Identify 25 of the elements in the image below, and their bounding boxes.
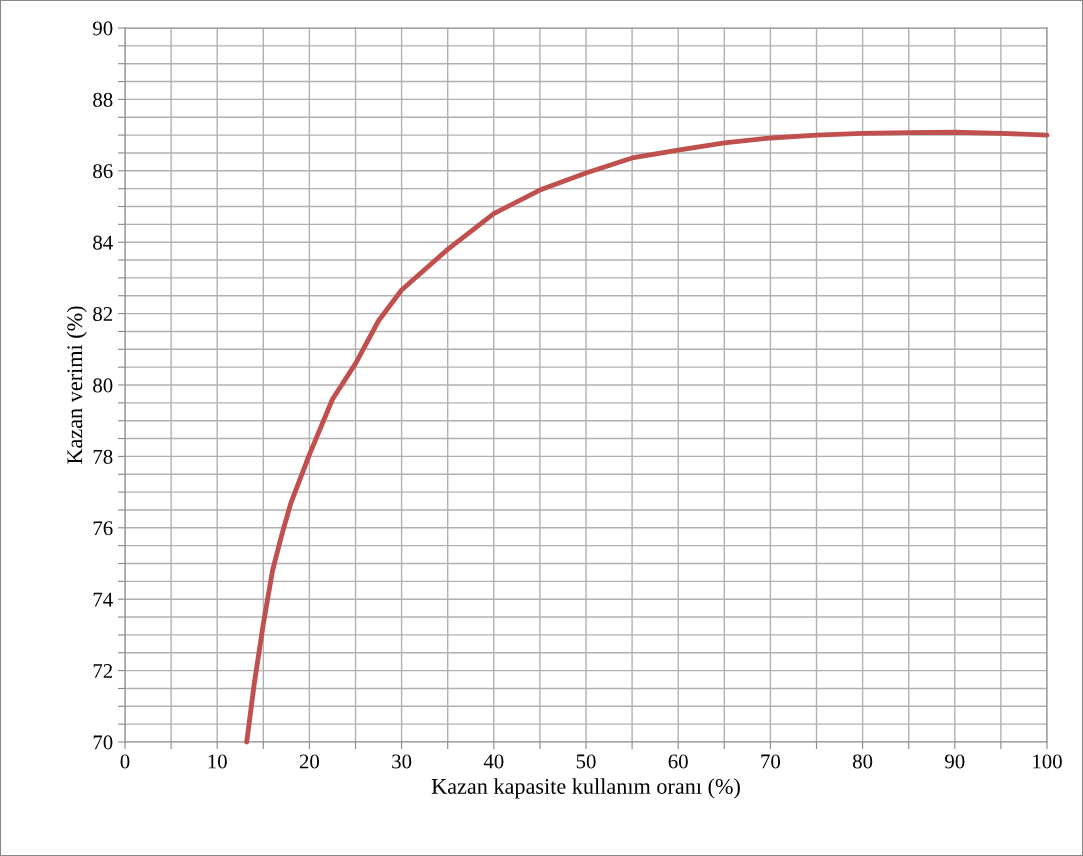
x-tick-label: 60 (668, 754, 688, 769)
x-tick-label: 70 (761, 754, 781, 769)
y-tick-label: 84 (93, 235, 113, 250)
line-series (244, 129, 1050, 745)
y-tick-label: 86 (93, 164, 113, 179)
x-tick-label: 10 (208, 754, 227, 769)
x-tick-label: 0 (120, 754, 130, 769)
x-axis-title: Kazan kapasite kullanım oranı (%) (431, 778, 740, 799)
y-tick-label: 70 (93, 735, 113, 750)
y-tick-label: 90 (93, 21, 113, 36)
x-tick-label: 100 (1033, 754, 1062, 769)
x-tick-label: 40 (483, 754, 504, 769)
y-tick-label: 78 (93, 449, 113, 464)
x-tick-label: 30 (392, 754, 412, 769)
y-tick-label: 76 (93, 521, 113, 536)
y-axis-title: Kazan verimi (%) (66, 306, 87, 464)
y-tick-label: 82 (93, 306, 113, 322)
y-tick-label: 80 (93, 378, 113, 393)
x-tick-label: 90 (945, 754, 965, 769)
y-tick-label: 88 (93, 92, 113, 107)
x-tick-label: 80 (852, 754, 873, 769)
x-tick-label: 50 (576, 754, 596, 769)
y-tick-label: 74 (93, 592, 113, 607)
y-tick-label: 72 (93, 664, 113, 678)
x-tick-label: 20 (299, 754, 320, 769)
